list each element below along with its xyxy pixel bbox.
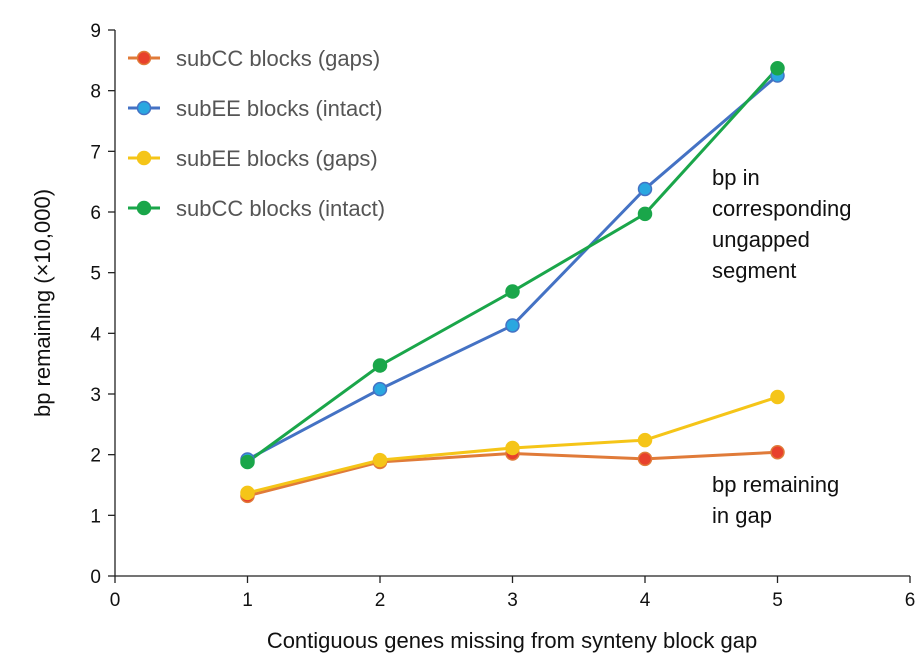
y-tick-label: 0: [90, 567, 101, 588]
annotation-line: in gap: [712, 503, 772, 528]
y-tick-label: 9: [90, 21, 101, 42]
y-tick-label: 5: [90, 264, 101, 285]
y-tick-label: 4: [90, 324, 101, 345]
data-point: [637, 181, 653, 197]
x-tick-label: 5: [772, 590, 783, 611]
data-point: [505, 318, 520, 333]
y-tick-label: 2: [90, 446, 101, 467]
data-point: [505, 440, 520, 456]
annotation-line: segment: [712, 258, 796, 283]
legend-label: subEE blocks (intact): [176, 96, 383, 121]
plot-lines: [246, 67, 779, 498]
y-axis-title: bp remaining (×10,000): [30, 189, 55, 417]
legend-swatch-marker: [136, 100, 152, 116]
y-tick-label: 1: [90, 506, 101, 527]
axes: 0 1 2 3 4 5 6 7 8 9 0 1 2 3 4 5 6: [90, 21, 915, 611]
legend-label: subCC blocks (intact): [176, 196, 385, 221]
annotations: bp in corresponding ungapped segment bp rema…: [712, 165, 851, 528]
data-point: [770, 389, 785, 405]
data-point: [637, 451, 653, 467]
legend-label: subCC blocks (gaps): [176, 46, 380, 71]
data-point: [637, 432, 653, 448]
data-point: [372, 452, 388, 468]
data-point: [372, 358, 388, 373]
x-axis-title: Contiguous genes missing from synteny bl…: [267, 628, 757, 653]
x-tick-label: 2: [375, 590, 386, 611]
series-line-1: [246, 74, 779, 461]
x-tick-label: 1: [242, 590, 253, 611]
x-tick-label: 0: [110, 590, 121, 611]
data-point: [505, 284, 520, 299]
legend-swatch-marker: [136, 50, 152, 66]
annotation-line: ungapped: [712, 227, 810, 252]
x-tick-label: 3: [507, 590, 518, 611]
legend-label: subEE blocks (gaps): [176, 146, 378, 171]
y-tick-label: 6: [90, 203, 101, 224]
series-line-3: [246, 67, 779, 464]
y-tick-label: 7: [90, 142, 101, 163]
plot-points: [240, 60, 785, 504]
x-tick-label: 4: [640, 590, 651, 611]
annotation-line: bp remaining: [712, 472, 839, 497]
data-point: [770, 444, 785, 460]
legend: subCC blocks (gaps) subEE blocks (intact)…: [128, 46, 385, 221]
x-tick-label: 6: [905, 590, 916, 611]
y-tick-label: 3: [90, 385, 101, 406]
data-point: [240, 485, 255, 501]
annotation-line: corresponding: [712, 196, 851, 221]
data-point: [637, 206, 653, 222]
data-point: [240, 454, 255, 470]
data-point: [372, 381, 388, 397]
annotation-line: bp in: [712, 165, 760, 190]
legend-swatch-marker: [136, 200, 152, 216]
y-tick-label: 8: [90, 82, 101, 103]
legend-swatch-marker: [136, 150, 152, 166]
data-point: [770, 60, 785, 76]
